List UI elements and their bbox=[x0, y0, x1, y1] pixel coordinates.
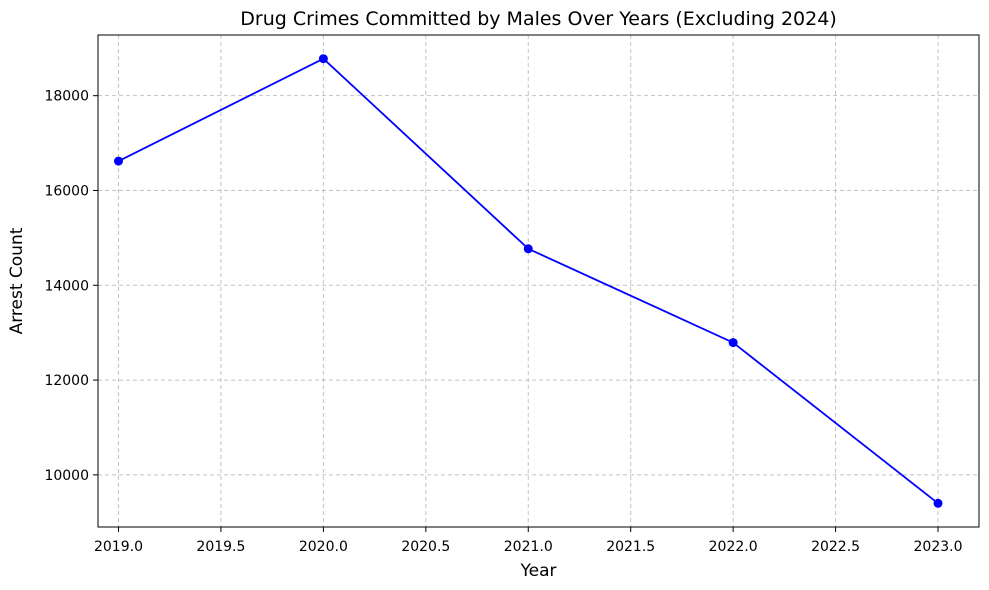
series-layer bbox=[113, 54, 943, 508]
chart-title: Drug Crimes Committed by Males Over Year… bbox=[240, 8, 837, 30]
x-axis-ticks: 2019.0 2019.5 2020.0 2020.5 2021.0 2021.5 2022… bbox=[94, 527, 963, 555]
x-tick-label: 2022.0 bbox=[709, 539, 758, 555]
data-point bbox=[318, 54, 328, 64]
y-axis-ticks: 10000 12000 14000 16000 18000 bbox=[44, 89, 98, 484]
y-tick-label: 16000 bbox=[44, 183, 89, 199]
y-tick-label: 12000 bbox=[44, 373, 89, 389]
x-tick-label: 2023.0 bbox=[914, 539, 963, 555]
x-tick-label: 2019.0 bbox=[94, 539, 143, 555]
x-tick-label: 2022.5 bbox=[811, 539, 860, 555]
data-point bbox=[113, 156, 123, 166]
y-tick-label: 14000 bbox=[44, 278, 89, 294]
grid bbox=[98, 35, 979, 527]
data-point bbox=[523, 244, 533, 254]
y-tick-label: 18000 bbox=[44, 89, 89, 105]
x-tick-label: 2021.0 bbox=[504, 539, 553, 555]
y-tick-label: 10000 bbox=[44, 468, 89, 484]
plot-frame bbox=[97, 34, 980, 528]
data-point bbox=[728, 338, 738, 348]
x-tick-label: 2020.5 bbox=[401, 539, 450, 555]
x-axis-label: Year bbox=[520, 561, 557, 581]
x-tick-label: 2020.0 bbox=[299, 539, 348, 555]
x-tick-label: 2019.5 bbox=[196, 539, 245, 555]
x-tick-label: 2021.5 bbox=[606, 539, 655, 555]
y-axis-label: Arrest Count bbox=[7, 227, 27, 334]
data-point bbox=[933, 498, 943, 508]
